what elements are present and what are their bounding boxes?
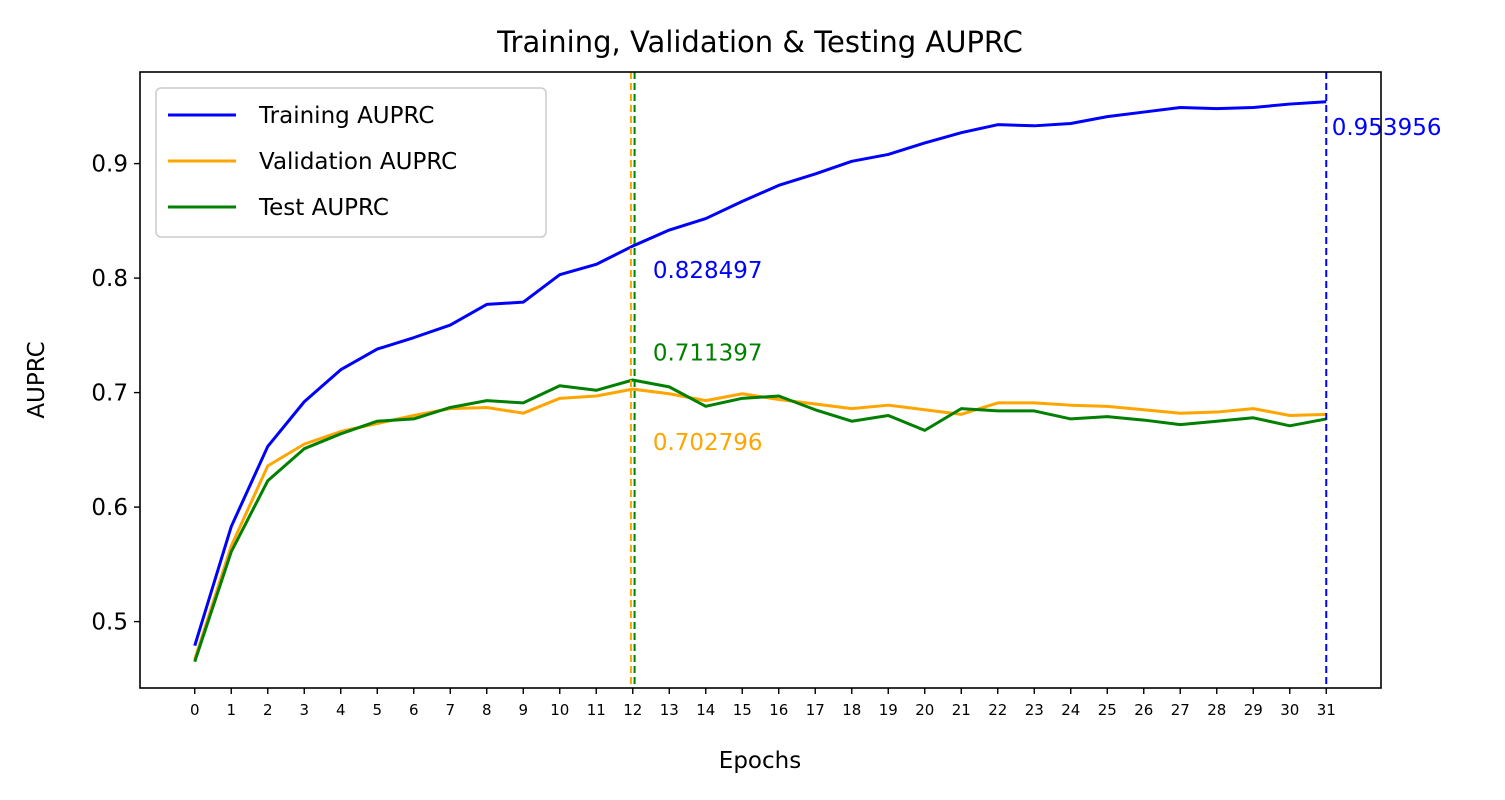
x-tick-label: 8: [482, 701, 492, 719]
x-tick-label: 0: [190, 701, 200, 719]
x-tick-label: 4: [336, 701, 346, 719]
x-tick-label: 18: [842, 701, 861, 719]
series-line-2: [193, 378, 1327, 663]
chart-title: Training, Validation & Testing AUPRC: [496, 25, 1023, 59]
x-tick-label: 12: [623, 701, 642, 719]
axes-frame: [139, 71, 1382, 689]
x-tick-label: 25: [1098, 701, 1117, 719]
x-tick-label: 31: [1317, 701, 1336, 719]
x-tick-label: 28: [1207, 701, 1226, 719]
legend-label-2: Test AUPRC: [258, 195, 389, 221]
annotation-3: 0.702796: [653, 430, 763, 456]
x-tick-label: 9: [518, 701, 528, 719]
x-tick-label: 7: [445, 701, 455, 719]
x-tick-label: 1: [226, 701, 236, 719]
legend-label-1: Validation AUPRC: [259, 149, 457, 175]
y-tick-label: 0.9: [91, 152, 128, 178]
x-tick-label: 17: [806, 701, 825, 719]
x-tick-label: 21: [952, 701, 971, 719]
x-tick-label: 10: [550, 701, 569, 719]
x-tick-label: 15: [733, 701, 752, 719]
y-tick-label: 0.5: [91, 610, 128, 636]
x-tick-label: 13: [660, 701, 679, 719]
x-tick-label: 20: [915, 701, 934, 719]
x-tick-label: 27: [1171, 701, 1190, 719]
annotation-1: 0.828497: [653, 258, 763, 284]
legend-box: [155, 87, 547, 238]
x-tick-label: 19: [879, 701, 898, 719]
x-tick-label: 23: [1025, 701, 1044, 719]
x-tick-label: 11: [587, 701, 606, 719]
legend-label-0: Training AUPRC: [258, 103, 434, 129]
x-tick-label: 6: [409, 701, 419, 719]
x-tick-label: 2: [263, 701, 273, 719]
x-tick-label: 16: [769, 701, 788, 719]
x-tick-label: 29: [1244, 701, 1263, 719]
x-tick-label: 3: [299, 701, 309, 719]
x-tick-label: 5: [372, 701, 382, 719]
y-tick-label: 0.7: [91, 381, 128, 407]
x-tick-label: 22: [988, 701, 1007, 719]
legend: Training AUPRC Validation AUPRC Test AUPRC: [155, 87, 547, 238]
y-tick-label: 0.6: [91, 495, 128, 521]
x-tick-label: 24: [1061, 701, 1080, 719]
series-line-0: [193, 100, 1327, 647]
annotation-0: 0.953956: [1332, 115, 1442, 141]
x-tick-label: 14: [696, 701, 715, 719]
x-tick-label: 26: [1134, 701, 1153, 719]
x-axis-label: Epochs: [719, 748, 801, 774]
x-tick-label: 30: [1280, 701, 1299, 719]
annotation-2: 0.711397: [653, 341, 763, 367]
y-tick-label: 0.8: [91, 266, 128, 292]
y-axis-label: AUPRC: [24, 341, 50, 418]
